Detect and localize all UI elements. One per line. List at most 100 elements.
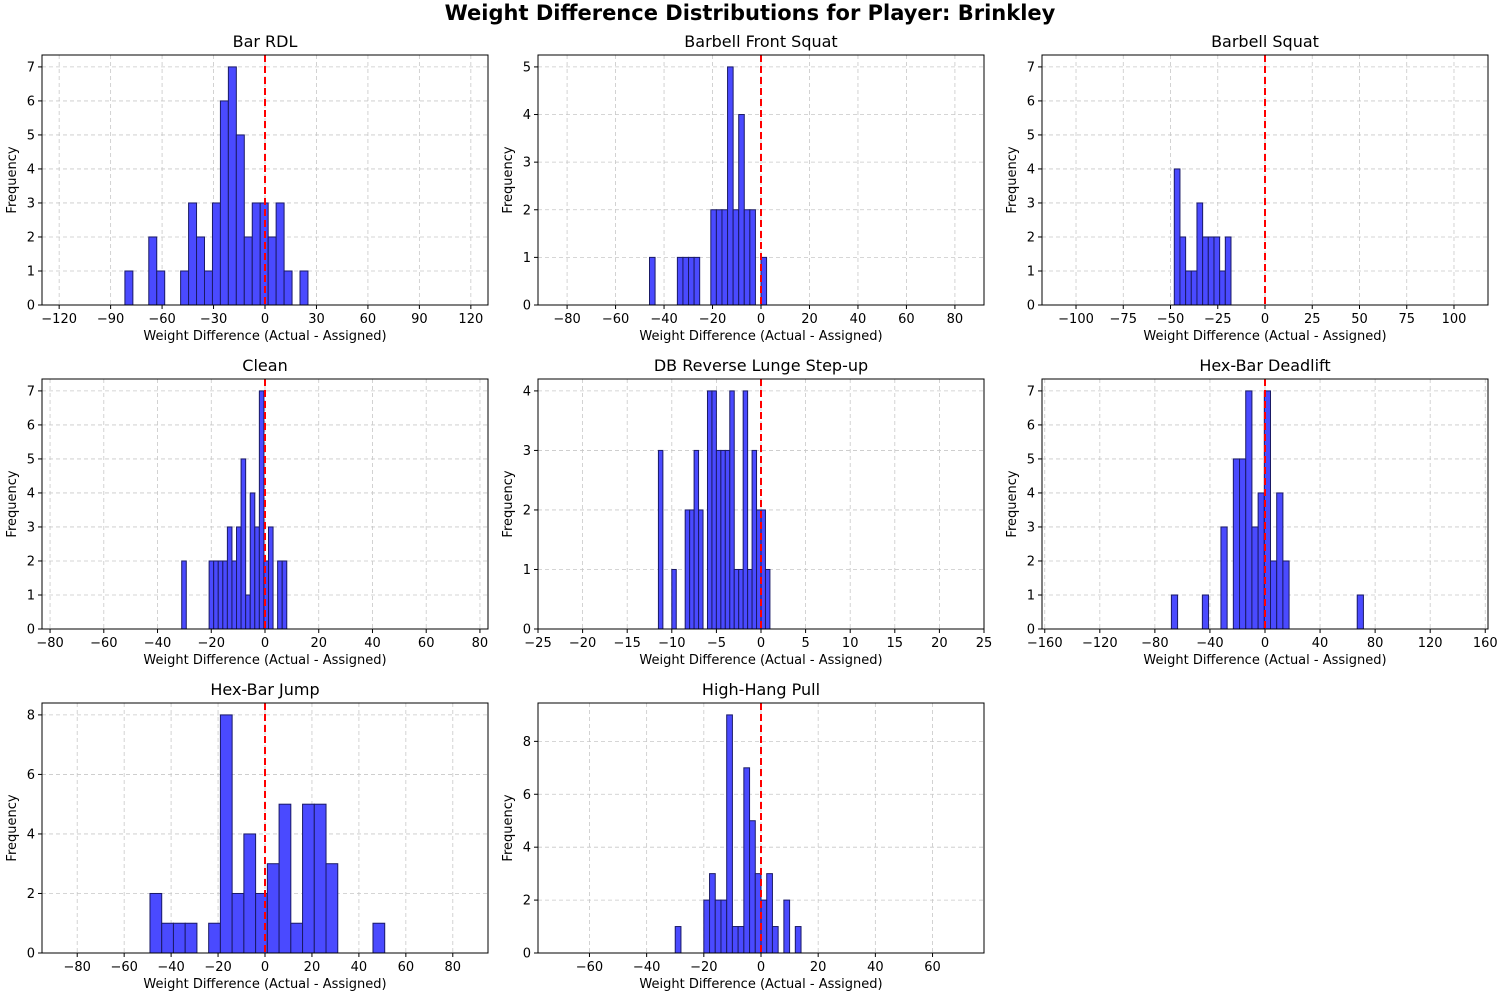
- y-tick-label: 0: [523, 947, 531, 962]
- x-axis-label: Weight Difference (Actual - Assigned): [143, 329, 386, 344]
- y-tick-label: 2: [27, 230, 35, 245]
- histogram-bar: [732, 209, 740, 306]
- x-tick-label: 40: [364, 636, 381, 651]
- y-tick-label: 2: [523, 203, 531, 218]
- histogram-bar: [737, 926, 745, 954]
- histogram-bar: [258, 390, 265, 630]
- histogram-bar: [283, 270, 293, 306]
- histogram-bar: [196, 236, 205, 306]
- histogram-grid: Bar RDL−120 −90 −60 −30 0 30 60 90 12001234567We…: [5, 32, 1498, 992]
- histogram-bar: [251, 202, 261, 306]
- y-tick-label: 0: [1027, 623, 1035, 638]
- y-axis-label: Frequency: [5, 146, 20, 213]
- histogram-bar: [693, 256, 701, 306]
- histogram-bar: [726, 714, 733, 954]
- x-tick-label: 90: [411, 312, 428, 327]
- panel-title: Clean: [242, 356, 287, 375]
- x-axis-label: Weight Difference (Actual - Assigned): [1143, 329, 1386, 344]
- x-axis-label: Weight Difference (Actual - Assigned): [639, 329, 882, 344]
- x-tick-label: −60: [602, 312, 629, 327]
- x-tick-label: 40: [351, 960, 368, 975]
- x-tick-label: 0: [261, 960, 269, 975]
- y-tick-label: 0: [523, 623, 531, 638]
- histogram-bar: [222, 560, 228, 630]
- x-axis-label: Weight Difference (Actual - Assigned): [639, 977, 882, 992]
- y-tick-label: 3: [27, 520, 35, 535]
- y-tick-label: 1: [523, 251, 531, 266]
- histogram-bar: [213, 560, 219, 630]
- x-tick-label: −40: [633, 960, 660, 975]
- histogram-bar: [649, 256, 656, 306]
- histogram-bar: [219, 714, 233, 954]
- y-tick-label: 5: [27, 452, 35, 467]
- y-axis-label: Frequency: [5, 794, 20, 861]
- x-tick-label: 80: [1367, 636, 1384, 651]
- y-tick-label: 6: [523, 788, 531, 803]
- histogram-bar: [689, 509, 695, 630]
- y-tick-label: 5: [523, 60, 531, 75]
- x-tick-label: 80: [947, 312, 964, 327]
- histogram-bar: [706, 390, 713, 630]
- histogram-bar: [698, 509, 704, 630]
- histogram-bar: [715, 449, 722, 630]
- histogram-bar: [161, 922, 174, 954]
- x-tick-label: −60: [576, 960, 603, 975]
- histogram-bar: [243, 236, 253, 306]
- histogram-bar: [277, 560, 283, 630]
- y-tick-label: 3: [27, 196, 35, 211]
- x-tick-label: −75: [1110, 312, 1137, 327]
- y-axis-label: Frequency: [501, 794, 516, 861]
- histogram-bar: [208, 922, 221, 954]
- x-axis-label: Weight Difference (Actual - Assigned): [143, 653, 386, 668]
- histogram-bar: [693, 449, 700, 630]
- y-axis-label: Frequency: [1005, 470, 1020, 537]
- x-tick-label: −160: [1027, 636, 1063, 651]
- y-axis-label: Frequency: [1005, 146, 1020, 213]
- x-tick-label: 0: [757, 960, 765, 975]
- histogram-bar: [1356, 594, 1364, 630]
- x-tick-label: −90: [97, 312, 124, 327]
- histogram-bar: [711, 390, 717, 630]
- x-tick-label: 20: [931, 636, 948, 651]
- y-tick-label: 6: [1027, 94, 1035, 109]
- x-tick-label: 160: [1473, 636, 1498, 651]
- x-tick-label: 60: [398, 960, 415, 975]
- histogram-bar: [733, 568, 740, 630]
- y-tick-label: 2: [27, 887, 35, 902]
- x-tick-label: −60: [110, 960, 137, 975]
- y-tick-label: 8: [27, 708, 35, 723]
- histogram-bar: [657, 449, 664, 630]
- y-tick-label: 7: [27, 384, 35, 399]
- figure-title: Weight Difference Distributions for Play…: [445, 1, 1056, 25]
- y-tick-label: 0: [27, 623, 35, 638]
- y-axis-label: Frequency: [501, 146, 516, 213]
- histogram-bar: [281, 560, 288, 630]
- x-tick-label: 60: [418, 636, 435, 651]
- y-tick-label: 2: [1027, 554, 1035, 569]
- x-tick-label: 15: [887, 636, 904, 651]
- x-tick-label: 0: [1261, 636, 1269, 651]
- histogram-bar: [720, 449, 726, 630]
- histogram-panel: Hex-Bar Jump −80 −60 −40 −20 0 20 40 60 80 0 2 4 6 8 We…: [5, 680, 489, 992]
- x-tick-label: 75: [1398, 312, 1415, 327]
- x-tick-label: −40: [144, 636, 171, 651]
- y-tick-label: 6: [27, 94, 35, 109]
- x-tick-label: −25: [524, 636, 551, 651]
- histogram-bar: [1232, 458, 1241, 630]
- y-tick-label: 5: [27, 128, 35, 143]
- histogram-bar: [783, 899, 791, 954]
- y-tick-label: 4: [27, 827, 35, 842]
- histogram-bar: [235, 134, 245, 306]
- x-tick-label: −10: [658, 636, 685, 651]
- histogram-panel: Barbell Squat−100 −75 −50 −25 0 25 50 75 1000123…: [1005, 32, 1489, 344]
- histogram-bar: [724, 449, 731, 630]
- y-tick-label: 4: [523, 841, 531, 856]
- y-tick-label: 4: [27, 486, 35, 501]
- y-tick-label: 1: [27, 588, 35, 603]
- y-axis-label: Frequency: [5, 470, 20, 537]
- y-tick-label: 0: [1027, 299, 1035, 314]
- x-tick-label: 25: [976, 636, 993, 651]
- y-tick-label: 5: [1027, 452, 1035, 467]
- histogram-bar: [302, 803, 315, 954]
- x-tick-label: −60: [90, 636, 117, 651]
